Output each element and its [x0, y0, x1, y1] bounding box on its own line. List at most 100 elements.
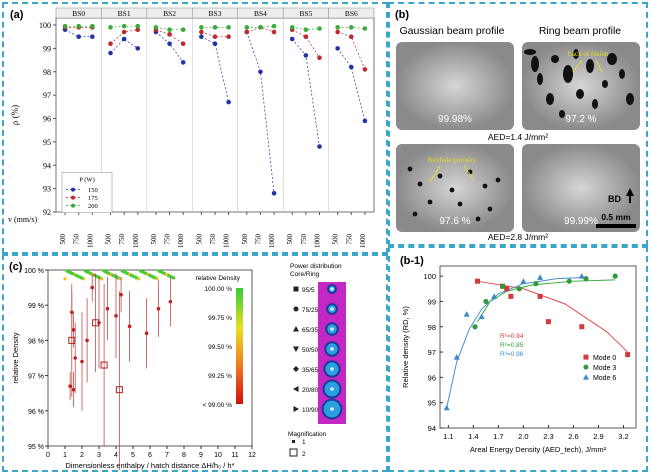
bd-arrow-head [626, 188, 634, 196]
data-point [289, 36, 295, 42]
data-point [166, 273, 170, 277]
series-line [337, 48, 366, 121]
density-value: 99.98% [438, 114, 472, 125]
pore [475, 216, 481, 222]
x-tick-label: 500 [286, 234, 294, 245]
plot-frame [439, 265, 637, 429]
pd-label: 35/65 [302, 367, 319, 374]
data-point [491, 293, 498, 299]
defect [524, 49, 536, 55]
pore [407, 166, 413, 172]
legend-entry: Mode 0 [593, 355, 616, 362]
y-tick-label: 100 % [24, 268, 44, 275]
data-point [62, 23, 68, 29]
data-point [335, 29, 340, 35]
magnification-2-point [100, 361, 108, 369]
y-tick-label: 95 [43, 138, 51, 147]
r2-label: R²=0.96 [500, 351, 524, 358]
legend-title: P (W) [79, 177, 94, 184]
data-point [69, 271, 73, 275]
data-point [271, 23, 277, 29]
x-tick-label: 750 [254, 234, 262, 245]
y-tick-label: 92 [43, 208, 51, 217]
annotation-lack-of-fusion: Lack of fusion [568, 50, 609, 58]
data-point [172, 276, 176, 280]
scale-label: 0.5 mm [601, 212, 631, 222]
data-point [144, 272, 148, 276]
x-tick-label: 3.2 [618, 432, 628, 441]
data-point [180, 27, 186, 32]
data-point [463, 311, 470, 317]
data-point [133, 275, 137, 279]
data-point [129, 273, 133, 277]
y-tick-label: 100 [39, 21, 51, 30]
pore [412, 211, 418, 217]
legend-marker [583, 364, 589, 370]
beam-core [330, 287, 334, 291]
data-point [537, 293, 543, 299]
x-tick-label: 1 [63, 452, 67, 459]
micrograph-image [396, 42, 514, 130]
series-line [201, 31, 229, 38]
defect [559, 110, 565, 118]
panel-label: (b-1) [400, 255, 424, 267]
data-point [167, 27, 172, 32]
data-point [131, 274, 135, 278]
data-point [475, 278, 481, 284]
data-point [90, 23, 95, 29]
data-point [137, 277, 141, 281]
x-tick-label: 11 [231, 452, 238, 459]
legend-marker [71, 187, 75, 192]
data-point [121, 23, 127, 29]
data-point [87, 271, 91, 275]
data-point [127, 272, 131, 276]
pd-marker [293, 306, 299, 312]
defect [546, 93, 554, 105]
y-tick-label: 99 [43, 44, 51, 53]
data-point [68, 384, 72, 388]
data-point [244, 25, 250, 30]
micrograph-image [396, 144, 514, 232]
beam-core [330, 347, 334, 351]
data-point [121, 29, 127, 35]
data-point [180, 41, 186, 47]
x-tick-label: 1000 [223, 234, 231, 249]
data-point [135, 276, 139, 280]
x-tick-label: 10 [214, 452, 222, 459]
data-point [162, 272, 166, 276]
beam-core [330, 387, 334, 391]
panel-label: (a) [10, 9, 24, 21]
x-tick-label: 1000 [359, 234, 367, 249]
data-point [155, 277, 159, 281]
data-point [212, 34, 218, 39]
density-value: 97.2 % [565, 114, 596, 125]
data-point [94, 274, 98, 278]
data-point [135, 46, 141, 51]
x-tick-label: 0 [46, 452, 50, 459]
pore [487, 206, 493, 212]
data-point [335, 46, 340, 51]
data-point [127, 324, 132, 329]
series-line [337, 31, 366, 70]
data-point [335, 25, 340, 30]
data-point [67, 270, 71, 274]
data-point [516, 286, 522, 292]
y-axis-label: ρ (%) [10, 105, 20, 125]
series-line [201, 36, 229, 103]
group-label: BS3 [209, 9, 222, 18]
series-line [246, 31, 275, 194]
x-tick-label: 8 [182, 452, 186, 459]
data-point [119, 292, 123, 297]
data-point [271, 29, 277, 35]
x-axis-label: Areal Energy Density (AED_tech), J/mm² [470, 445, 607, 454]
x-tick-label: 1000 [132, 234, 140, 249]
pore [457, 201, 463, 207]
data-point [81, 277, 85, 281]
panel-a: (a) BS0 500 750 1000 BS1 500 750 1000 BS2 500 750 10… [2, 2, 388, 254]
data-point [578, 273, 585, 279]
y-tick-label: 99 % [28, 303, 44, 310]
data-point [199, 29, 204, 35]
x-tick-label: 2.3 [543, 432, 553, 441]
legend-entry: 175 [88, 195, 98, 202]
data-point [71, 387, 76, 392]
